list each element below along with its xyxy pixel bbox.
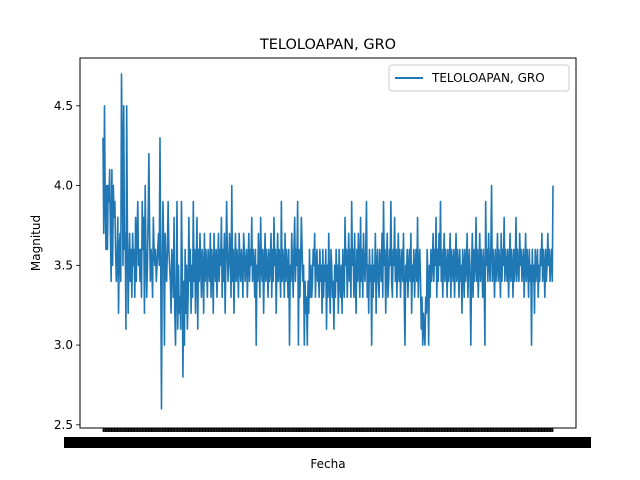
y-tick-label: 4.0: [54, 179, 73, 193]
series-line: [102, 73, 554, 410]
legend-box: [388, 64, 570, 92]
x-tick-labels-overlapping: [64, 437, 591, 448]
legend-label: TELOLOAPAN, GRO: [431, 71, 545, 85]
x-axis: [64, 428, 591, 448]
y-axis-label: Magnitud: [29, 215, 43, 271]
y-tick-label: 4.5: [54, 99, 73, 113]
y-tick-label: 2.5: [54, 418, 73, 432]
x-axis-label: Fecha: [310, 457, 345, 471]
y-tick-label: 3.5: [54, 258, 73, 272]
legend: TELOLOAPAN, GRO: [388, 64, 570, 92]
y-tick-label: 3.0: [54, 338, 73, 352]
y-axis: 2.5 3.0 3.5 4.0 4.5: [54, 99, 80, 432]
chart-title: TELOLOAPAN, GRO: [259, 37, 396, 53]
plot-area: [102, 73, 554, 410]
